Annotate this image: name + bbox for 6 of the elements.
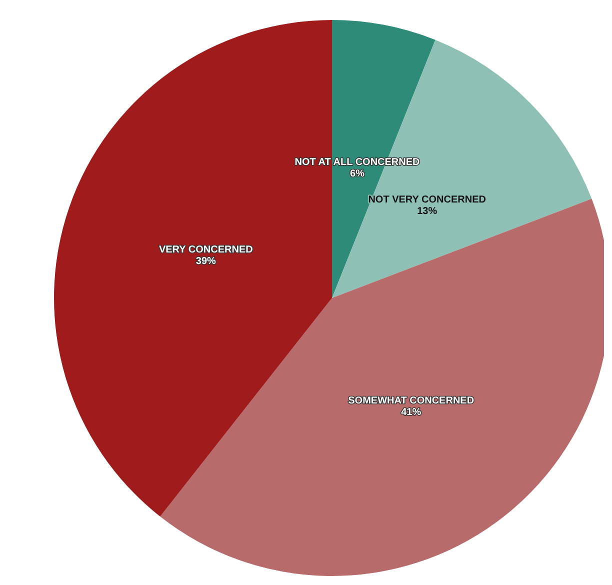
slice-label: VERY CONCERNED [158, 244, 253, 256]
data-label: 13% [417, 206, 438, 217]
data-label: 39% [196, 256, 216, 267]
slice-label: SOMEWHAT CONCERNED [348, 395, 474, 406]
data-label: 41% [401, 406, 422, 418]
data-label: 6% [350, 168, 365, 180]
